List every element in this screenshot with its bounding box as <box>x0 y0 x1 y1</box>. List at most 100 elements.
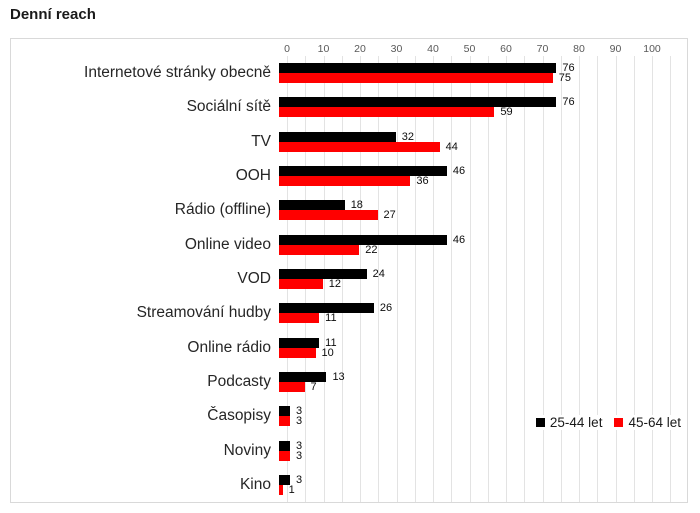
x-axis-tick-label: 0 <box>284 43 290 55</box>
category-label: Streamování hudby <box>136 304 271 322</box>
gridline <box>487 56 489 502</box>
bar-line: 11 <box>279 336 687 349</box>
bar-line: 22 <box>279 244 687 255</box>
legend-item: 25-44 let <box>535 415 602 430</box>
bar-25-44-let <box>279 303 374 314</box>
category-row: Podcasty 13 7 <box>11 365 687 399</box>
bar-line: 18 <box>279 200 687 211</box>
bar-45-64-let <box>279 313 320 324</box>
category-label: Rádio (offline) <box>174 201 271 219</box>
bar-line: 3 <box>279 405 687 418</box>
gridline <box>378 56 380 502</box>
category-label: Online rádio <box>187 338 271 356</box>
data-label: 13 <box>332 370 345 383</box>
x-axis-tick-label: 40 <box>427 43 439 55</box>
bar-line: 13 <box>279 370 687 383</box>
category-row: Sociální sítě 76 59 <box>11 90 687 124</box>
data-label: 3 <box>295 473 303 486</box>
gridline <box>396 56 398 502</box>
bar-45-64-let <box>279 141 440 152</box>
gridline <box>633 56 635 502</box>
x-axis-tick-label: 60 <box>500 43 512 55</box>
bar-line: 32 <box>279 130 687 143</box>
category-label: Sociální sítě <box>186 98 271 116</box>
bar-45-64-let <box>279 484 283 495</box>
bar-group: 24 12 <box>279 268 687 291</box>
category-row: Kino 3 1 <box>11 468 687 502</box>
data-label: 36 <box>416 175 429 188</box>
category-row: Noviny 3 3 <box>11 433 687 467</box>
category-row: Internetové stránky obecně 76 75 <box>11 56 687 90</box>
bar-line: 26 <box>279 303 687 314</box>
data-label: 10 <box>321 346 334 359</box>
bar-line: 10 <box>279 346 687 359</box>
x-axis-tick-label: 80 <box>573 43 585 55</box>
gridline <box>414 56 416 502</box>
category-row: OOH 46 36 <box>11 159 687 193</box>
category-label: Internetové stránky obecně <box>84 64 271 82</box>
data-label: 12 <box>328 278 342 291</box>
bar-45-64-let <box>279 416 290 427</box>
bar-group: 13 7 <box>279 370 687 393</box>
bar-45-64-let <box>279 210 378 221</box>
category-label: Online video <box>184 235 271 253</box>
bar-line: 59 <box>279 106 687 119</box>
bar-line: 3 <box>279 439 687 452</box>
gridline <box>670 56 672 502</box>
category-label: TV <box>251 132 271 150</box>
category-row: VOD 24 12 <box>11 262 687 296</box>
category-row: Časopisy 3 3 <box>11 399 687 433</box>
data-label: 3 <box>295 439 303 452</box>
legend-label: 45-64 let <box>628 415 681 430</box>
data-label: 32 <box>401 130 415 143</box>
x-axis-tick-label: 100 <box>643 43 661 55</box>
data-label: 59 <box>500 106 513 119</box>
data-label: 11 <box>325 336 337 349</box>
bar-line: 3 <box>279 415 687 428</box>
bar-25-44-let <box>279 474 290 485</box>
bar-45-64-let <box>279 107 495 118</box>
data-label: 24 <box>372 268 385 281</box>
bar-45-64-let <box>279 279 323 290</box>
bar-group: 46 36 <box>279 166 687 188</box>
gridline <box>615 56 617 502</box>
legend-swatch-icon <box>614 418 624 427</box>
bar-line: 7 <box>279 380 687 393</box>
bar-group: 32 44 <box>279 130 687 152</box>
bar-line: 44 <box>279 141 687 152</box>
chart-plot-area: 0 10 20 30 40 50 60 70 80 90 100 Internetové strán… <box>10 38 688 503</box>
category-label: OOH <box>235 167 271 185</box>
x-axis-tick-label: 20 <box>354 43 366 55</box>
bar-group: 18 27 <box>279 200 687 221</box>
x-axis-tick-label: 90 <box>609 43 622 55</box>
bar-25-44-let <box>279 97 557 108</box>
bar-line: 46 <box>279 166 687 177</box>
legend: 25-44 let 45-64 let <box>535 415 681 430</box>
category-label: Podcasty <box>207 372 271 390</box>
data-label: 3 <box>295 415 303 428</box>
x-axis-tick-label: 10 <box>317 43 330 55</box>
x-axis-ticks: 0 10 20 30 40 50 60 70 80 90 100 <box>284 43 688 56</box>
bar-line: 24 <box>279 268 687 281</box>
bar-line: 75 <box>279 73 687 84</box>
x-axis-tick-label: 70 <box>536 43 549 55</box>
gridline <box>469 56 471 502</box>
bar-25-44-let <box>279 200 345 211</box>
category-row: Rádio (offline) 18 27 <box>11 193 687 227</box>
bar-25-44-let <box>279 440 290 451</box>
bar-45-64-let <box>279 347 316 358</box>
data-label: 76 <box>562 96 575 109</box>
bar-25-44-let <box>279 269 367 280</box>
bar-group: 26 11 <box>279 303 687 324</box>
bar-line: 12 <box>279 278 687 291</box>
bar-45-64-let <box>279 450 290 461</box>
category-row: TV 32 44 <box>11 125 687 159</box>
bar-25-44-let <box>279 371 327 382</box>
data-label: 1 <box>288 483 295 496</box>
bar-25-44-let <box>279 131 396 142</box>
x-axis-tick-label: 50 <box>463 43 476 55</box>
data-label: 3 <box>295 405 303 418</box>
bar-45-64-let <box>279 381 305 392</box>
data-label: 7 <box>310 380 317 393</box>
